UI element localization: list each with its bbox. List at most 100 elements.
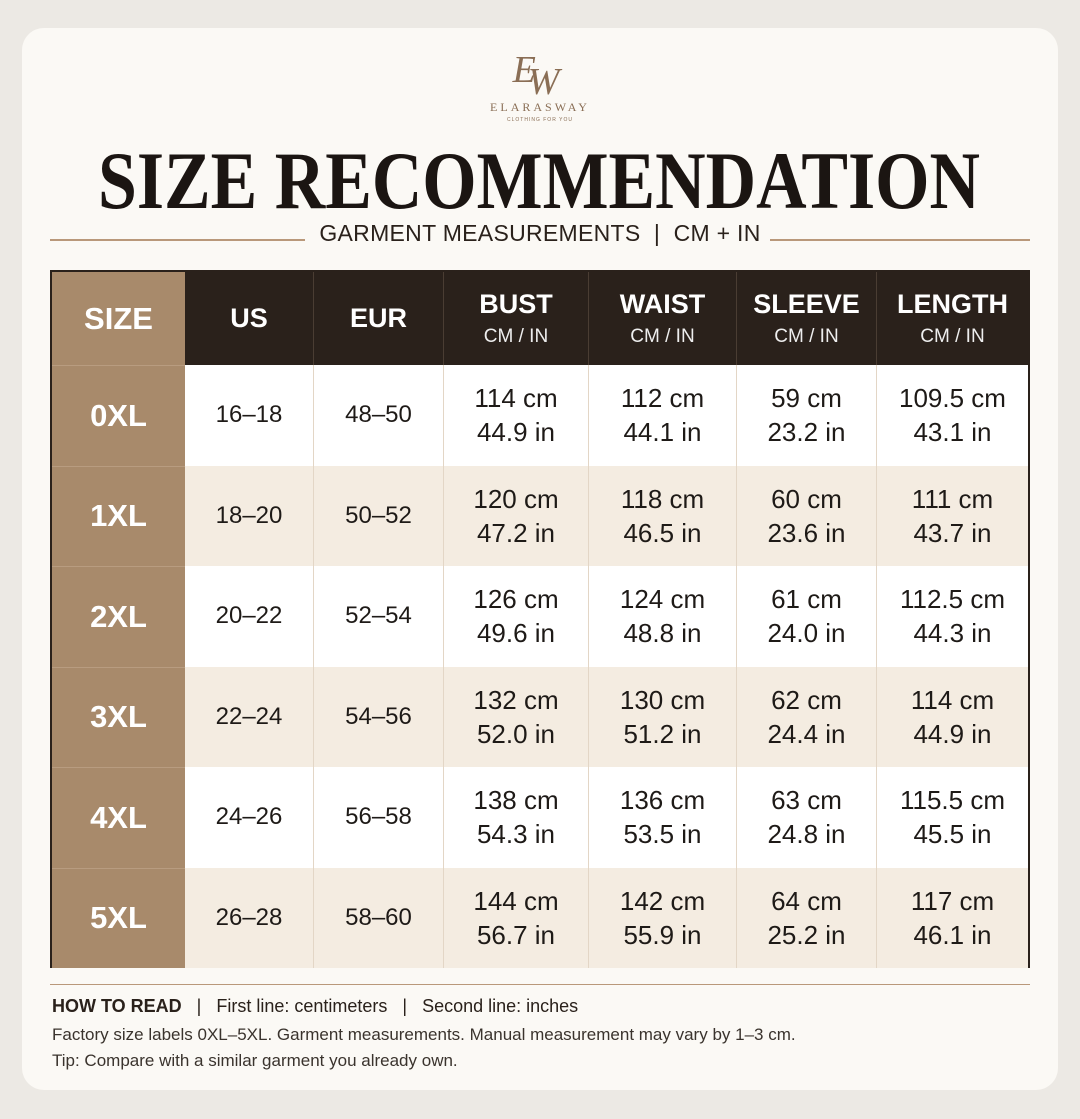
- header-title: LENGTH: [897, 289, 1008, 319]
- rule: [50, 239, 305, 241]
- inch-value: 56.7 in: [476, 919, 556, 950]
- size-table: SIZE US EUR BUST CM / IN WAIST CM / IN SLEEVE CM…: [50, 270, 1030, 968]
- cm-value: 115.5 cm: [899, 785, 1005, 816]
- header-title: BUST: [479, 289, 553, 319]
- inch-value: 53.5 in: [623, 819, 702, 850]
- measure-cell: 126 cm 49.6 in: [443, 566, 588, 667]
- measure-cell: 124 cm 48.8 in: [588, 566, 736, 667]
- header-cell: WAIST CM / IN: [588, 272, 736, 365]
- measure-cell: 115.5 cm 45.5 in: [876, 767, 1028, 868]
- inch-value: 44.3 in: [913, 618, 992, 649]
- how-to-read: HOW TO READ | First line: centimeters | …: [52, 996, 578, 1017]
- cm-value: 117 cm: [910, 885, 995, 916]
- logo-monogram: EW: [0, 49, 1080, 103]
- inch-value: 55.9 in: [623, 919, 702, 950]
- cm-value: 124 cm: [619, 584, 706, 615]
- cm-value: 132 cm: [473, 684, 559, 715]
- cm-value: 61 cm: [771, 584, 842, 615]
- measure-cell: 114 cm 44.9 in: [876, 666, 1028, 767]
- header-unit: CM / IN: [483, 326, 549, 347]
- inch-value: 46.5 in: [623, 517, 702, 548]
- inch-value: 46.1 in: [913, 919, 992, 950]
- measure-cell: 111 cm 43.7 in: [876, 465, 1028, 566]
- measure-cell: 138 cm 54.3 in: [443, 767, 588, 868]
- cm-value: 112 cm: [620, 383, 705, 414]
- us-cell: 22–24: [185, 666, 313, 767]
- measure-cell: 142 cm 55.9 in: [588, 867, 736, 968]
- logo-letter: W: [527, 61, 560, 103]
- inch-value: 24.8 in: [767, 819, 846, 850]
- inch-value: 49.6 in: [476, 618, 556, 649]
- us-cell: 18–20: [185, 465, 313, 566]
- inch-value: 43.1 in: [913, 417, 992, 448]
- logo-tagline: CLOTHING FOR YOU: [507, 117, 573, 123]
- size-cell: 5XL: [52, 867, 185, 968]
- inch-value: 23.2 in: [767, 417, 846, 448]
- measure-cell: 64 cm 25.2 in: [736, 867, 876, 968]
- measure-cell: 62 cm 24.4 in: [736, 666, 876, 767]
- inch-value: 23.6 in: [767, 517, 846, 548]
- header-cell: EUR: [313, 272, 443, 365]
- us-cell: 24–26: [185, 767, 313, 868]
- size-cell: 4XL: [52, 767, 185, 868]
- eur-cell: 50–52: [313, 465, 443, 566]
- eur-cell: 58–60: [313, 867, 443, 968]
- eur-cell: 56–58: [313, 767, 443, 868]
- cm-value: 112.5 cm: [899, 584, 1005, 615]
- how-to-read-legend: | First line: centimeters | Second line:…: [181, 996, 579, 1016]
- cm-value: 64 cm: [771, 885, 842, 916]
- size-cell: 2XL: [52, 566, 185, 667]
- measure-cell: 136 cm 53.5 in: [588, 767, 736, 868]
- measure-cell: 60 cm 23.6 in: [736, 465, 876, 566]
- tip: Tip: Compare with a similar garment you …: [52, 1051, 458, 1070]
- eur-cell: 48–50: [313, 365, 443, 466]
- header-title: SLEEVE: [753, 289, 860, 319]
- header-title: SIZE: [84, 300, 153, 336]
- cm-value: 126 cm: [473, 584, 559, 615]
- measure-cell: 130 cm 51.2 in: [588, 666, 736, 767]
- measure-cell: 112.5 cm 44.3 in: [876, 566, 1028, 667]
- cm-value: 62 cm: [771, 684, 842, 715]
- header-title: WAIST: [619, 289, 706, 319]
- cm-value: 120 cm: [473, 483, 559, 514]
- cm-value: 114 cm: [474, 383, 558, 414]
- header-unit: CM / IN: [630, 326, 695, 347]
- inch-value: 44.1 in: [623, 417, 702, 448]
- us-cell: 16–18: [185, 365, 313, 466]
- inch-value: 24.0 in: [767, 618, 846, 649]
- cm-value: 144 cm: [473, 885, 559, 916]
- cm-value: 63 cm: [771, 785, 842, 816]
- rule: [770, 239, 1030, 241]
- measure-cell: 132 cm 52.0 in: [443, 666, 588, 767]
- cm-value: 114 cm: [910, 684, 995, 715]
- title-box: SIZE RECOMMENDATION: [98, 135, 980, 225]
- cm-value: 136 cm: [619, 785, 706, 816]
- header-cell: LENGTH CM / IN: [876, 272, 1028, 365]
- cm-value: 138 cm: [473, 785, 559, 816]
- measure-cell: 112 cm 44.1 in: [588, 365, 736, 466]
- inch-value: 44.9 in: [476, 417, 556, 448]
- header-cell: SLEEVE CM / IN: [736, 272, 876, 365]
- header-title: EUR: [349, 303, 407, 333]
- inch-value: 44.9 in: [913, 718, 992, 749]
- cm-value: 118 cm: [620, 483, 705, 514]
- measure-cell: 144 cm 56.7 in: [443, 867, 588, 968]
- inch-value: 48.8 in: [623, 618, 702, 649]
- cm-value: 60 cm: [771, 483, 842, 514]
- measure-cell: 63 cm 24.8 in: [736, 767, 876, 868]
- cm-value: 59 cm: [771, 383, 842, 414]
- logo-brand: ELARASWAY: [490, 100, 590, 114]
- eur-cell: 54–56: [313, 666, 443, 767]
- note: Factory size labels 0XL–5XL. Garment mea…: [52, 1025, 796, 1044]
- subtitle: GARMENT MEASUREMENTS | CM + IN: [319, 220, 761, 246]
- how-to-read-label: HOW TO READ: [52, 996, 182, 1016]
- header-unit: CM / IN: [774, 326, 839, 347]
- header-title: US: [230, 303, 268, 333]
- size-cell: 0XL: [52, 365, 185, 466]
- measure-cell: 120 cm 47.2 in: [443, 465, 588, 566]
- logo-letter: E: [512, 49, 536, 91]
- header-cell: BUST CM / IN: [443, 272, 588, 365]
- inch-value: 51.2 in: [623, 718, 702, 749]
- size-cell: 3XL: [52, 666, 185, 767]
